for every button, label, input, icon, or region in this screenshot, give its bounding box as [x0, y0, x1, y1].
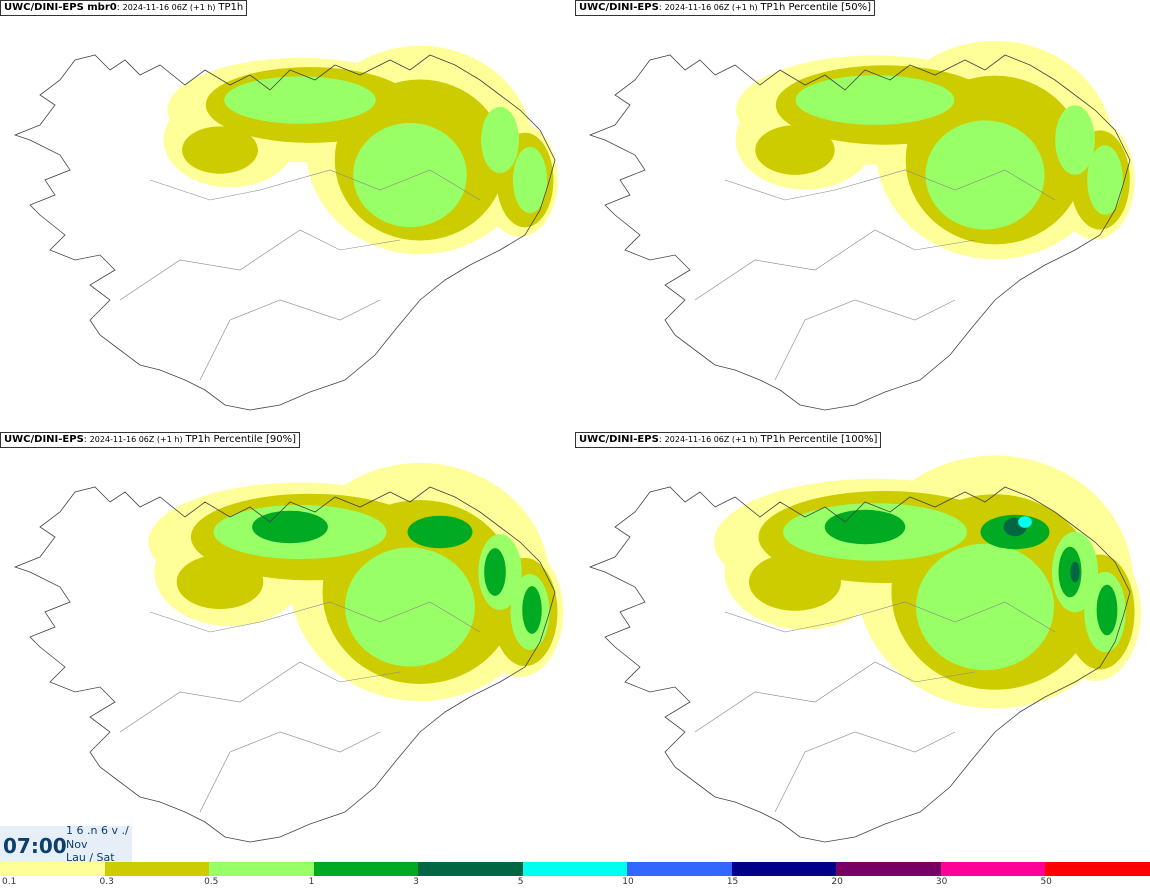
legend-tick-label: 30	[935, 877, 948, 887]
legend-tick-label: 0.5	[204, 877, 219, 887]
precip-contour	[407, 515, 473, 549]
precip-contour	[1087, 145, 1123, 215]
precip-contour	[481, 106, 519, 174]
border-line	[119, 229, 401, 301]
map-panel-p90: UWC/DINI-EPS: 2024-11-16 06Z (+1 h) TP1h…	[0, 432, 575, 862]
border-line	[774, 731, 956, 813]
map-panel-p50: UWC/DINI-EPS: 2024-11-16 06Z (+1 h) TP1h…	[575, 0, 1150, 430]
precip-contour	[252, 510, 328, 544]
precip-contour	[353, 122, 467, 228]
precip-contour	[182, 126, 258, 174]
clock-date-line3: Lau / Sat	[66, 851, 115, 862]
precip-contour	[755, 125, 835, 175]
legend-tick-label: 1	[308, 877, 315, 887]
legend-swatch	[0, 862, 105, 876]
legend-tick-label: 10	[622, 877, 634, 887]
coastline	[588, 486, 1131, 843]
model-name: UWC/DINI-EPS mbr0	[4, 2, 117, 13]
valid-time-clock: 07:00 1 6 .n 6 v ./ Nov Lau / Sat	[0, 824, 132, 862]
precip-contour	[224, 76, 376, 124]
precip-map	[13, 45, 558, 411]
model-name: UWC/DINI-EPS	[579, 434, 659, 445]
clock-time: 07:00	[3, 834, 67, 858]
legend-swatch	[313, 862, 419, 876]
legend-swatch	[209, 862, 314, 876]
legend-tick-label: 5	[517, 877, 524, 887]
legend-tick-label: 20	[831, 877, 843, 887]
legend-colorbar	[0, 862, 1150, 876]
precip-contour	[1018, 516, 1032, 528]
legend-swatch	[522, 862, 628, 876]
precip-contour	[484, 548, 506, 596]
field-name: TP1h	[218, 2, 244, 13]
run-time: 2024-11-16 06Z (+1 h)	[664, 435, 758, 444]
precip-contour	[176, 554, 264, 610]
legend-tick-label: 3	[413, 877, 419, 887]
legend-swatch	[731, 862, 837, 876]
precip-contour	[925, 120, 1045, 230]
border-line	[694, 661, 976, 733]
border-line	[119, 661, 401, 733]
legend-tick-label: 15	[726, 877, 739, 887]
legend-swatch	[836, 862, 941, 876]
precip-contour	[345, 547, 475, 667]
border-line	[149, 601, 481, 633]
precip-contour	[1055, 105, 1095, 175]
precip-contour	[522, 586, 542, 634]
map-panel-mbr0: UWC/DINI-EPS mbr0: 2024-11-16 06Z (+1 h)…	[0, 0, 575, 430]
border-line	[199, 299, 381, 381]
precip-contour	[512, 146, 548, 214]
precip-contour	[1070, 561, 1080, 583]
panel-label: UWC/DINI-EPS: 2024-11-16 06Z (+1 h) TP1h…	[575, 432, 882, 448]
coastline	[13, 486, 556, 843]
precip-map	[588, 40, 1135, 411]
border-line	[774, 299, 956, 381]
legend-swatch	[104, 862, 210, 876]
legend-tick-label: 50	[1040, 877, 1052, 887]
precip-contour	[916, 543, 1054, 671]
legend-tick-label: 0.3	[99, 877, 114, 887]
border-line	[724, 169, 1056, 201]
border-line	[149, 169, 481, 201]
map-panel-p100: UWC/DINI-EPS: 2024-11-16 06Z (+1 h) TP1h…	[575, 432, 1150, 862]
panel-label: UWC/DINI-EPS: 2024-11-16 06Z (+1 h) TP1h…	[0, 432, 300, 448]
panel-label: UWC/DINI-EPS: 2024-11-16 06Z (+1 h) TP1h…	[575, 0, 875, 16]
clock-date-line1: 1 6 .n 6 v ./	[66, 824, 129, 837]
field-name: TP1h Percentile [90%]	[185, 434, 296, 445]
run-time: 2024-11-16 06Z (+1 h)	[664, 3, 758, 12]
border-line	[199, 731, 381, 813]
legend-swatch	[1045, 862, 1150, 876]
border-line	[724, 601, 1056, 633]
field-name: TP1h Percentile [100%]	[760, 434, 878, 445]
coastline	[13, 54, 556, 411]
clock-date-line2: Nov	[66, 838, 88, 851]
precip-contour	[749, 553, 841, 611]
precip-map	[588, 455, 1141, 843]
legend-ticks: 0.1 0.3 0.5 1 3 5 10 15 20 30 50	[0, 877, 1150, 891]
panel-label: UWC/DINI-EPS mbr0: 2024-11-16 06Z (+1 h)…	[0, 0, 248, 16]
precip-contour	[824, 509, 906, 545]
model-name: UWC/DINI-EPS	[579, 2, 659, 13]
coastline	[588, 54, 1131, 411]
precip-map	[13, 462, 564, 843]
model-name: UWC/DINI-EPS	[4, 434, 84, 445]
legend-swatch	[940, 862, 1046, 876]
precip-contour	[1096, 584, 1118, 636]
run-time: 2024-11-16 06Z (+1 h)	[89, 435, 183, 444]
precip-contour	[1058, 546, 1082, 598]
legend-swatch	[627, 862, 732, 876]
legend-tick-label: 0.1	[2, 877, 17, 887]
legend-swatch	[418, 862, 523, 876]
border-line	[694, 229, 976, 301]
field-name: TP1h Percentile [50%]	[760, 2, 871, 13]
run-time: 2024-11-16 06Z (+1 h)	[122, 3, 216, 12]
precip-contour	[795, 75, 955, 125]
